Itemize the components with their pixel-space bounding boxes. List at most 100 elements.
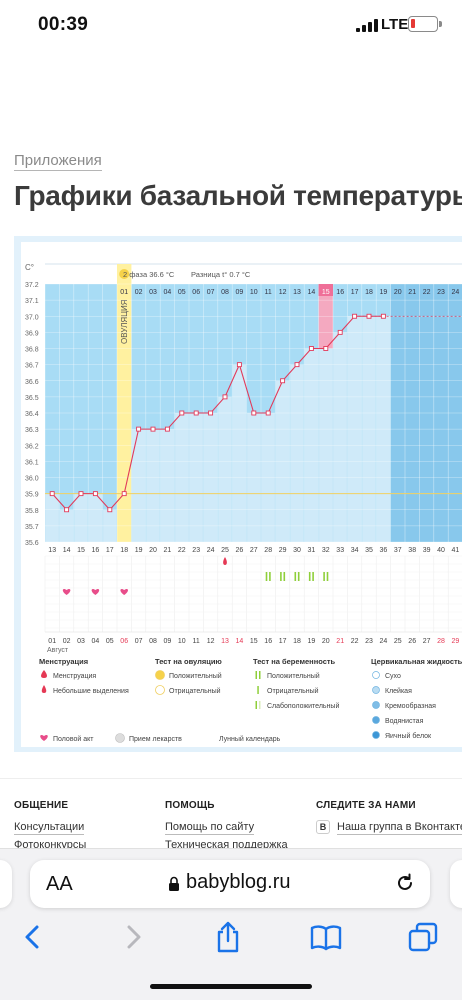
share-icon[interactable]: [211, 920, 245, 954]
address-bar[interactable]: [30, 860, 430, 908]
y-axis-unit: C°: [25, 263, 34, 272]
temperature-point: [280, 378, 286, 384]
date-label: 23: [365, 638, 373, 645]
next-tab-pill[interactable]: [450, 860, 462, 908]
dpo-label: 29: [279, 547, 287, 554]
footer-link-consultations[interactable]: Консультации: [14, 821, 85, 835]
footer-title-follow: СЛЕДИТЕ ЗА НАМИ: [316, 800, 416, 811]
home-indicator: [150, 984, 312, 989]
date-label: 24: [380, 638, 388, 645]
lock-icon: [169, 876, 179, 891]
footer-link-site-help[interactable]: Помощь по сайту: [165, 821, 255, 835]
y-tick-label: 36.9: [25, 330, 39, 337]
y-tick-label: 36.2: [25, 443, 39, 450]
legend-bottom-label: Прием лекарств: [129, 736, 182, 743]
intercourse-heart-icon: [120, 588, 128, 595]
pregnancy-test-bar: [308, 572, 311, 581]
legend-heart-icon: [40, 734, 48, 741]
legend-test-icon: [257, 686, 259, 694]
tabs-icon[interactable]: [406, 920, 440, 954]
date-label: 08: [149, 638, 157, 645]
dpo-label: 15: [77, 547, 85, 554]
legend-item-label: Положительный: [267, 672, 320, 680]
y-tick-label: 37.0: [25, 314, 39, 321]
date-label: 20: [322, 638, 330, 645]
temperature-point: [236, 362, 242, 368]
dpo-label: 26: [236, 547, 244, 554]
cycle-day-label: 02: [135, 289, 143, 296]
legend-item-label: Отрицательный: [267, 687, 319, 695]
status-time: 00:39: [38, 14, 89, 35]
cycle-day-label: 04: [164, 289, 172, 296]
date-label: 04: [92, 638, 100, 645]
url-text[interactable]: babyblog.ru: [186, 871, 291, 893]
footer-title-help: ПОМОЩЬ: [165, 800, 215, 811]
legend-ovulation-icon: [155, 670, 165, 680]
date-label: 22: [351, 638, 359, 645]
legend-test-icon: [255, 701, 257, 709]
dpo-label: 30: [293, 547, 301, 554]
temperature-point: [92, 491, 98, 497]
dpo-label: 14: [63, 547, 71, 554]
dpo-label: 38: [408, 547, 416, 554]
legend-fluid-icon: [372, 701, 380, 709]
legend-drop-icon: [41, 670, 47, 678]
dpo-label: 39: [423, 547, 431, 554]
forward-icon[interactable]: [116, 920, 150, 954]
text-size-button[interactable]: AA: [46, 873, 73, 896]
temperature-point: [193, 410, 199, 416]
temperature-point: [121, 491, 127, 497]
dpo-label: 27: [250, 547, 258, 554]
temperature-point: [179, 410, 185, 416]
temperature-cell: [218, 396, 232, 542]
dpo-label: 28: [264, 547, 272, 554]
temperature-cell: [88, 493, 103, 542]
back-icon[interactable]: [16, 920, 50, 954]
highlight-day-header: [318, 284, 333, 296]
bookmarks-icon[interactable]: [309, 920, 343, 954]
dpo-label: 13: [48, 547, 56, 554]
prev-tab-pill[interactable]: [0, 860, 12, 908]
legend-group-title: Цервикальная жидкость: [371, 657, 462, 666]
cycle-day-label: 23: [437, 289, 445, 296]
date-label: 14: [236, 638, 244, 645]
cycle-day-label: 14: [308, 289, 316, 296]
y-tick-label: 35.8: [25, 508, 39, 515]
y-tick-label: 36.7: [25, 363, 39, 370]
month-label: Август: [47, 647, 69, 654]
intercourse-heart-icon: [91, 588, 100, 595]
chart-header-row: [45, 264, 462, 284]
date-label: 10: [178, 638, 186, 645]
cycle-day-label: 22: [423, 289, 431, 296]
y-tick-label: 37.2: [25, 282, 39, 289]
date-label: 03: [77, 638, 85, 645]
legend-pill-icon: [115, 733, 125, 743]
footer-link-vk-group[interactable]: Наша группа в Вконтакте: [337, 821, 462, 835]
temperature-point: [136, 426, 142, 432]
temperature-line: [51, 315, 384, 511]
dpo-label: 18: [120, 547, 128, 554]
legend-item-label: Кремообразная: [385, 702, 436, 710]
legend-drop-icon: [41, 685, 47, 693]
date-label: 01: [48, 638, 56, 645]
legend-test-icon: [255, 671, 257, 679]
temperature-point: [323, 346, 329, 351]
temperature-point: [78, 491, 84, 497]
temperature-point: [380, 313, 386, 319]
dpo-label: 33: [336, 547, 344, 554]
pregnancy-test-bar: [312, 572, 314, 581]
cycle-day-label: 06: [192, 289, 200, 296]
reload-icon[interactable]: [394, 872, 416, 894]
date-label: 05: [106, 638, 114, 645]
legend-item-label: Сухо: [385, 673, 401, 680]
section-link[interactable]: Приложения: [14, 152, 102, 171]
legend-fluid-icon: [372, 671, 380, 679]
bbt-chart: ОВУЛЯЦИЯ 37.2 37.1 37.0 36.9 36.8 36.7 36.6 36.5…: [25, 263, 462, 744]
temperature-point: [251, 410, 257, 416]
date-label: 15: [250, 638, 258, 645]
temperature-cell: [131, 429, 146, 542]
temperature-point: [337, 329, 343, 335]
y-tick-label: 35.7: [25, 524, 39, 531]
dpo-row-bg: [45, 542, 462, 556]
